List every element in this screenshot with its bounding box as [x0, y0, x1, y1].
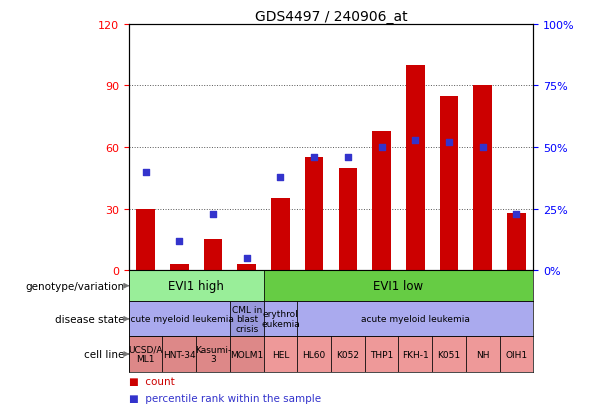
Point — [242, 255, 251, 261]
Point — [478, 145, 487, 151]
Text: Kasumi-
3: Kasumi- 3 — [195, 345, 231, 363]
Point — [511, 211, 521, 217]
Text: ■  count: ■ count — [129, 376, 175, 386]
Text: OIH1: OIH1 — [505, 350, 528, 358]
Text: FKH-1: FKH-1 — [402, 350, 428, 358]
Bar — [237, 264, 256, 271]
Bar — [230, 337, 264, 372]
Point — [174, 238, 184, 244]
Text: HL60: HL60 — [303, 350, 326, 358]
Bar — [406, 66, 425, 271]
Bar — [473, 86, 492, 271]
Bar — [271, 199, 290, 271]
Text: HNT-34: HNT-34 — [163, 350, 196, 358]
Bar — [372, 131, 391, 271]
Bar — [129, 301, 230, 337]
Bar — [162, 337, 196, 372]
Bar — [136, 209, 155, 271]
Point — [410, 137, 420, 144]
Bar — [305, 158, 324, 271]
Bar — [204, 240, 223, 271]
Bar — [129, 337, 162, 372]
Bar — [264, 301, 297, 337]
Bar — [297, 337, 331, 372]
Bar — [507, 213, 526, 271]
Title: GDS4497 / 240906_at: GDS4497 / 240906_at — [255, 10, 407, 24]
Text: cell line: cell line — [85, 349, 124, 359]
Bar — [297, 301, 533, 337]
Text: acute myeloid leukemia: acute myeloid leukemia — [125, 315, 234, 323]
Text: K051: K051 — [438, 350, 460, 358]
Text: disease state: disease state — [55, 314, 124, 324]
Bar — [264, 271, 533, 301]
Text: UCSD/A
ML1: UCSD/A ML1 — [128, 345, 163, 363]
Bar — [365, 337, 398, 372]
Text: EVI1 low: EVI1 low — [373, 280, 424, 292]
Bar — [230, 301, 264, 337]
Text: acute myeloid leukemia: acute myeloid leukemia — [361, 315, 470, 323]
Text: CML in
blast
crisis: CML in blast crisis — [232, 305, 262, 333]
Point — [208, 211, 218, 217]
Text: ■  percentile rank within the sample: ■ percentile rank within the sample — [129, 393, 321, 403]
Bar — [331, 337, 365, 372]
Bar — [500, 337, 533, 372]
Point — [275, 174, 285, 180]
Text: EVI1 high: EVI1 high — [168, 280, 224, 292]
Point — [140, 169, 150, 176]
Text: HEL: HEL — [272, 350, 289, 358]
Point — [376, 145, 386, 151]
Bar — [196, 337, 230, 372]
Bar — [432, 337, 466, 372]
Bar — [398, 337, 432, 372]
Text: NH: NH — [476, 350, 490, 358]
Text: erythrol
eukemia: erythrol eukemia — [261, 310, 300, 328]
Text: genotype/variation: genotype/variation — [26, 281, 124, 291]
Text: MOLM1: MOLM1 — [230, 350, 264, 358]
Bar — [466, 337, 500, 372]
Point — [343, 154, 352, 161]
Point — [444, 140, 454, 146]
Text: K052: K052 — [337, 350, 359, 358]
Text: THP1: THP1 — [370, 350, 393, 358]
Bar — [264, 337, 297, 372]
Bar — [129, 271, 264, 301]
Point — [309, 154, 319, 161]
Bar — [338, 168, 357, 271]
Bar — [440, 97, 459, 271]
Bar — [170, 264, 189, 271]
